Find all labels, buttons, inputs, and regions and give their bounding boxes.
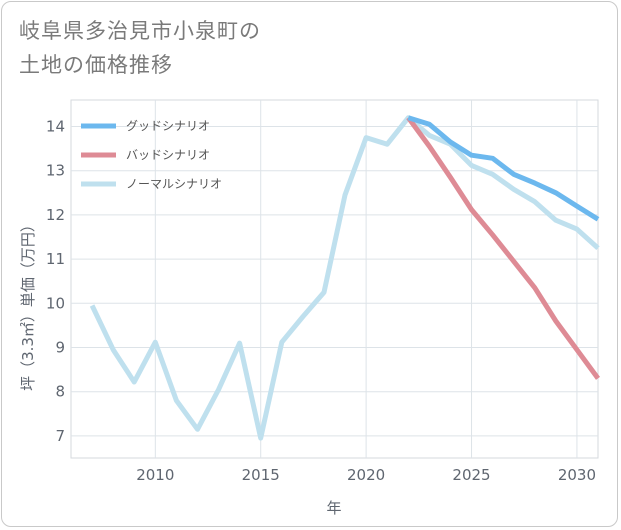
legend-label: ノーマルシナリオ	[126, 177, 222, 191]
x-tick-label: 2020	[347, 466, 385, 484]
y-tick-label: 12	[46, 206, 65, 224]
title-line-2: 土地の価格推移	[19, 53, 173, 77]
y-tick-label: 13	[46, 162, 65, 180]
x-tick-labels: 2010 2015 2020 2025 2030	[136, 466, 596, 484]
title-line-1: 岐阜県多治見市小泉町の	[19, 19, 261, 43]
plot-area	[70, 99, 599, 459]
series-line	[406, 116, 601, 380]
y-tick-label: 7	[55, 427, 65, 445]
y-tick-label: 10	[46, 294, 65, 312]
y-tick-label: 9	[55, 339, 65, 357]
series-lines	[89, 115, 601, 441]
x-tick-label: 2010	[136, 466, 174, 484]
y-axis-label: 坪（3.3㎡）単価（万円）	[19, 217, 37, 391]
x-tick-label: 2025	[452, 466, 490, 484]
y-tick-labels: 7 8 9 10 11 12 13 14	[46, 118, 65, 445]
x-tick-label: 2015	[242, 466, 280, 484]
x-tick-label: 2030	[558, 466, 596, 484]
legend-label: バッドシナリオ	[126, 148, 210, 162]
chart-title: 岐阜県多治見市小泉町の 土地の価格推移	[19, 14, 261, 82]
x-axis-label: 年	[326, 499, 341, 517]
y-tick-label: 11	[46, 250, 65, 268]
legend-label: グッドシナリオ	[126, 119, 210, 133]
y-tick-label: 14	[46, 118, 65, 136]
series-line	[89, 115, 600, 441]
series-line	[407, 115, 600, 222]
y-tick-label: 8	[55, 383, 65, 401]
